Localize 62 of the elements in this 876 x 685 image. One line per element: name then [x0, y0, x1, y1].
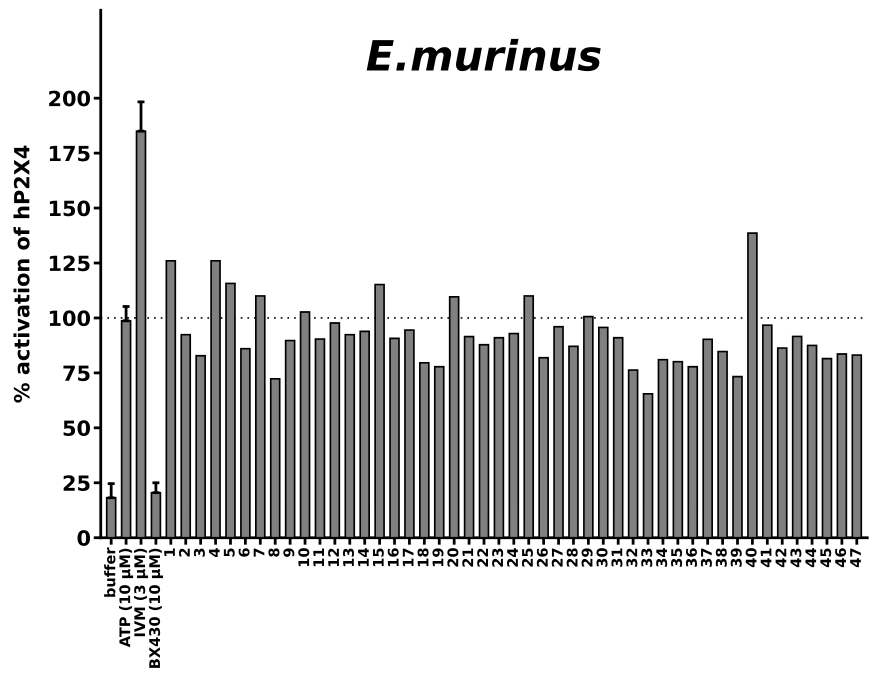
x-tick-label: 42 [775, 548, 786, 568]
x-tick-label: 37 [700, 548, 712, 567]
x-tick-label: 28 [566, 548, 578, 567]
x-tick-label: 1 [164, 548, 175, 556]
x-tick-label: 30 [596, 548, 608, 567]
x-tick-label: 25 [522, 548, 533, 567]
y-tick-label: 50 [64, 420, 90, 436]
y-tick-label: 0 [78, 530, 90, 546]
x-tick-label: 24 [507, 548, 518, 567]
y-tick-label: 150 [50, 200, 90, 216]
x-tick-label: 13 [342, 548, 354, 566]
x-tick-label: 8 [268, 548, 280, 557]
y-tick-label: 75 [63, 366, 90, 382]
x-tick-label: 7 [254, 548, 264, 557]
x-tick-label: 17 [402, 548, 414, 566]
x-tick-label: 26 [536, 548, 548, 567]
y-tick-label: 175 [50, 146, 90, 162]
x-tick-label: 15 [372, 548, 384, 566]
x-tick-label: 18 [418, 548, 429, 566]
x-tick-label: 4 [208, 548, 220, 557]
x-tick-label: 45 [820, 548, 832, 568]
x-tick-label: 10 [298, 548, 310, 566]
x-tick-label: 44 [805, 548, 816, 568]
x-tick-label: 33 [641, 548, 652, 567]
x-tick-label: 38 [716, 548, 727, 567]
x-tick-label: 23 [492, 548, 504, 567]
x-tick-label: 12 [328, 548, 339, 566]
y-tick-label: 25 [64, 475, 90, 491]
x-tick-label: 5 [224, 548, 235, 556]
x-tick-label: 29 [582, 548, 593, 567]
x-tick-label: 20 [447, 548, 458, 567]
x-tick-label: 22 [477, 548, 488, 567]
x-tick-label: 40 [746, 548, 757, 568]
x-tick-label: 35 [671, 548, 682, 567]
x-tick-label: IVM (3 μM) [134, 548, 148, 636]
x-tick-label: 47 [850, 548, 861, 568]
x-tick-label: 6 [238, 548, 250, 557]
x-tick-label: 36 [686, 548, 697, 567]
x-tick-label: 3 [194, 548, 205, 557]
x-tick-label: 31 [611, 548, 622, 567]
y-tick-label: 100 [50, 310, 90, 326]
y-tick-label: 125 [50, 255, 90, 272]
x-tick-label: 27 [552, 548, 563, 567]
x-tick-label: buffer [104, 547, 116, 597]
x-tick-label: 19 [432, 548, 444, 566]
x-tick-label: 21 [462, 548, 474, 567]
x-tick-label: 32 [626, 548, 638, 567]
x-tick-label: 46 [835, 548, 846, 568]
x-tick-label: BX430 (10 μM) [148, 548, 163, 668]
y-axis-title: % activation of hP2X4 [13, 146, 30, 403]
text: E.murinus [366, 38, 601, 72]
x-tick-label: 16 [388, 548, 399, 566]
x-tick-label: 41 [760, 548, 772, 568]
x-tick-label: 9 [283, 548, 294, 557]
x-tick-label: 14 [358, 548, 369, 566]
x-tick-label: 34 [656, 548, 668, 567]
x-tick-label: 43 [790, 548, 802, 568]
y-tick-label: 200 [49, 90, 90, 106]
x-tick-label: 2 [178, 548, 190, 556]
x-tick-label: 11 [313, 548, 324, 566]
x-tick-label: 39 [730, 548, 742, 567]
x-tick-label: ATP (10 μM) [119, 548, 134, 648]
